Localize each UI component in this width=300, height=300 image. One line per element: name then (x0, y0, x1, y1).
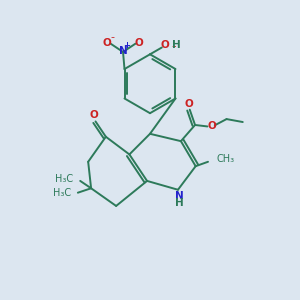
Text: O: O (207, 121, 216, 130)
Text: O: O (135, 38, 143, 47)
Text: O: O (103, 38, 112, 47)
Text: +: + (123, 41, 130, 50)
Text: CH₃: CH₃ (216, 154, 234, 164)
Text: H: H (172, 40, 181, 50)
Text: N: N (119, 46, 128, 56)
Text: -: - (171, 40, 176, 53)
Text: O: O (161, 40, 170, 50)
Text: H₃C: H₃C (55, 174, 74, 184)
Text: H: H (175, 198, 184, 208)
Text: H₃C: H₃C (53, 188, 71, 198)
Text: O: O (184, 99, 193, 109)
Text: N: N (175, 191, 184, 201)
Text: O: O (90, 110, 99, 120)
Text: -: - (110, 32, 114, 42)
